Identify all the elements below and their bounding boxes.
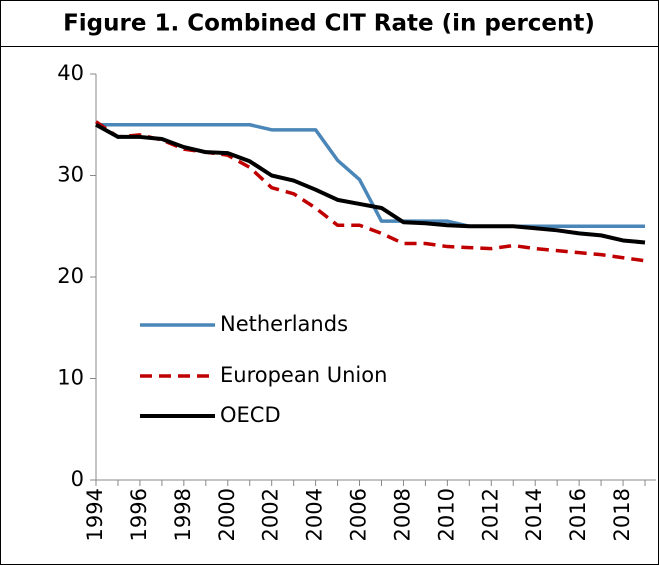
x-tick-label: 1996 — [127, 488, 151, 541]
x-tick-label: 1994 — [83, 488, 107, 541]
series-line — [96, 123, 645, 228]
legend-label: OECD — [220, 403, 281, 427]
y-tick-label: 40 — [57, 61, 84, 85]
y-tick-label: 0 — [71, 467, 84, 491]
legend-label: Netherlands — [220, 312, 348, 336]
x-tick-label: 2004 — [303, 488, 327, 541]
x-tick-label: 2006 — [347, 488, 371, 541]
x-tick-label: 2014 — [522, 488, 546, 541]
x-tick-label: 2018 — [610, 488, 634, 541]
x-tick-label: 2016 — [566, 488, 590, 541]
y-tick-label: 30 — [57, 163, 84, 187]
y-tick-label: 20 — [57, 264, 84, 288]
series-line — [95, 123, 646, 245]
x-tick-label: 1998 — [171, 488, 195, 541]
y-tick-label: 10 — [57, 366, 84, 390]
x-tick-label: 2010 — [434, 488, 458, 541]
chart-title: Figure 1. Combined CIT Rate (in percent) — [63, 11, 595, 37]
x-tick-label: 2000 — [215, 488, 239, 541]
x-tick-label: 2008 — [390, 488, 414, 541]
x-tick-label: 2002 — [259, 488, 283, 541]
x-tick-label: 2012 — [478, 488, 502, 541]
legend-label: European Union — [220, 363, 387, 387]
